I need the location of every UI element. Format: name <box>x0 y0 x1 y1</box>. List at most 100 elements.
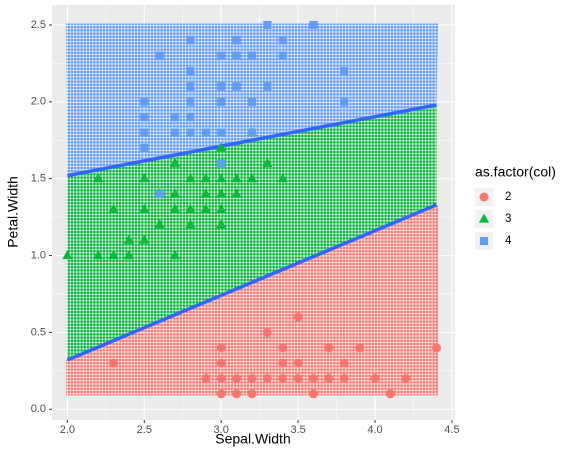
legend-label: 4 <box>505 235 512 247</box>
point <box>340 67 349 76</box>
point <box>216 343 226 353</box>
point <box>277 173 288 183</box>
point <box>186 113 195 122</box>
point <box>185 219 196 229</box>
point <box>247 97 257 106</box>
legend-marker <box>479 236 489 246</box>
point <box>92 250 104 260</box>
point <box>217 82 226 91</box>
point <box>216 188 227 198</box>
point <box>324 343 334 353</box>
point <box>231 173 242 183</box>
y-tick-label: 1.0 <box>31 249 46 261</box>
boundary-line <box>67 103 437 178</box>
point <box>139 173 150 183</box>
legend-label: 2 <box>505 191 511 203</box>
point <box>155 51 164 60</box>
y-tick-label: 0.5 <box>31 326 46 338</box>
point <box>200 188 211 198</box>
boundary-line <box>66 203 438 362</box>
point <box>278 358 288 368</box>
decision-region <box>67 104 437 361</box>
point <box>154 219 165 229</box>
point <box>339 358 349 368</box>
point <box>139 234 150 244</box>
point <box>216 358 226 368</box>
point <box>432 343 442 353</box>
point <box>247 128 257 137</box>
point <box>109 358 119 368</box>
point <box>186 97 195 106</box>
point <box>186 128 195 137</box>
point <box>293 358 303 368</box>
point <box>217 97 226 106</box>
point <box>232 36 241 45</box>
legend-title: as.factor(col) <box>475 164 556 180</box>
point <box>140 97 149 106</box>
y-axis-label: Petal.Width <box>5 176 21 248</box>
point <box>309 20 318 30</box>
y-tick-label: 2.0 <box>31 96 46 108</box>
point <box>169 157 181 167</box>
point <box>370 374 380 383</box>
x-axis-label: Sepal.Width <box>215 431 290 447</box>
point <box>339 374 349 383</box>
point <box>308 389 318 399</box>
point <box>200 204 211 214</box>
point <box>185 204 196 214</box>
point <box>324 374 334 383</box>
point <box>293 312 303 322</box>
point <box>140 143 149 152</box>
point <box>108 204 119 214</box>
point <box>278 343 288 353</box>
point <box>278 36 287 45</box>
point <box>216 219 227 229</box>
point <box>216 173 227 183</box>
point <box>278 51 287 60</box>
point <box>139 204 150 214</box>
point <box>217 51 226 60</box>
point <box>355 343 365 353</box>
point <box>246 173 258 183</box>
legend-label: 3 <box>505 213 511 225</box>
point <box>247 374 257 383</box>
point <box>232 51 241 60</box>
point <box>186 36 195 45</box>
point <box>293 374 303 383</box>
y-tick-label: 2.5 <box>31 19 46 31</box>
point <box>186 82 195 91</box>
point <box>216 142 227 152</box>
point <box>201 374 211 383</box>
point <box>155 190 164 199</box>
point <box>232 389 242 399</box>
point <box>232 374 242 383</box>
point <box>185 173 196 183</box>
point <box>200 173 211 183</box>
point <box>278 374 288 383</box>
x-tick-label: 3.5 <box>290 424 305 436</box>
x-tick-label: 4.0 <box>367 424 382 436</box>
point <box>401 374 411 383</box>
x-tick-label: 3.0 <box>214 424 229 436</box>
point <box>169 204 181 214</box>
point <box>247 389 257 399</box>
point <box>263 82 272 91</box>
point <box>169 250 181 260</box>
point <box>262 374 272 383</box>
point <box>340 97 349 106</box>
point <box>385 389 395 399</box>
point <box>217 128 226 137</box>
point <box>262 327 272 337</box>
point <box>92 173 104 183</box>
point <box>186 67 195 76</box>
point <box>123 250 135 260</box>
x-tick-label: 2.0 <box>60 424 75 436</box>
point <box>140 128 149 137</box>
legend-marker <box>479 192 489 202</box>
point <box>123 234 135 244</box>
point <box>247 51 257 60</box>
x-tick-label: 2.5 <box>137 424 152 436</box>
point <box>108 250 119 260</box>
decision-region <box>65 204 439 396</box>
